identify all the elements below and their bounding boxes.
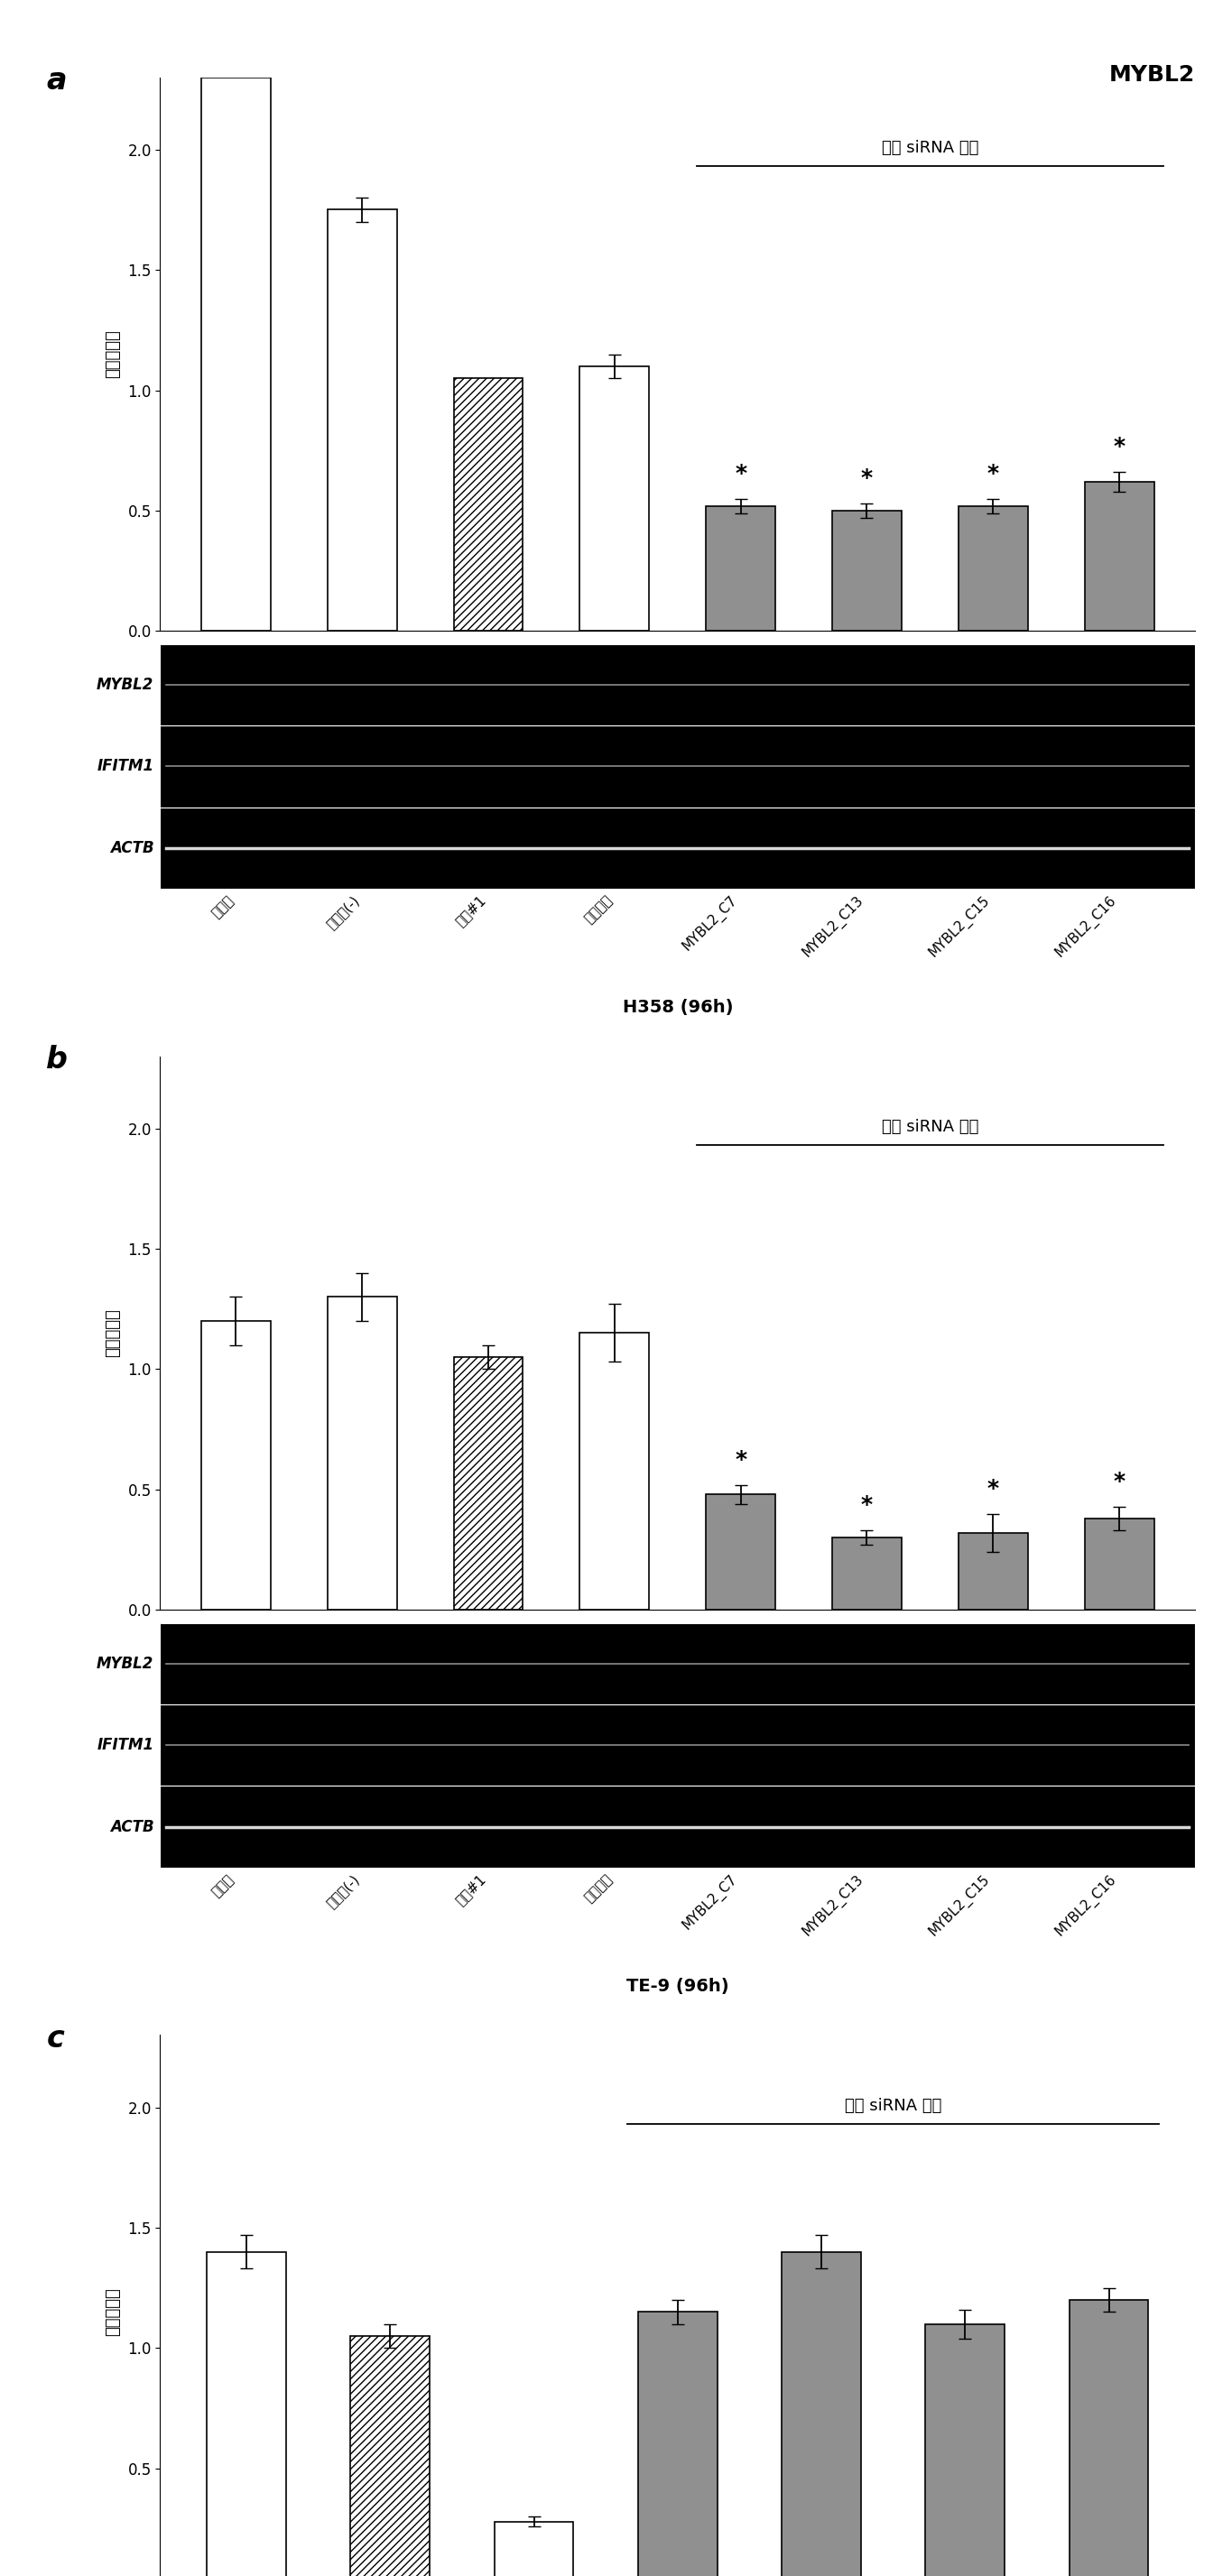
Bar [580, 1334, 649, 1610]
Bar [1069, 2300, 1148, 2576]
Y-axis label: 相对增殖値: 相对增殖値 [105, 2287, 121, 2336]
Text: 定制 siRNA 序列: 定制 siRNA 序列 [882, 139, 978, 157]
Bar [160, 1623, 1195, 1705]
Bar [160, 1785, 1195, 1868]
Bar [160, 726, 1195, 806]
Text: MYBL2: MYBL2 [96, 677, 154, 693]
Text: c: c [47, 2025, 64, 2053]
Bar [832, 510, 902, 631]
Bar [328, 209, 397, 631]
Text: H358 (96h): H358 (96h) [622, 999, 733, 1015]
Text: *: * [987, 464, 999, 484]
Bar [925, 2324, 1004, 2576]
Bar [160, 644, 1195, 726]
Y-axis label: 相对增殖値: 相对增殖値 [105, 330, 121, 379]
Bar [706, 505, 775, 631]
Bar [1084, 1517, 1154, 1610]
Text: *: * [861, 1494, 872, 1517]
Bar [958, 1533, 1027, 1610]
Bar [638, 2313, 717, 2576]
Text: ACTB: ACTB [110, 840, 154, 855]
Text: *: * [734, 464, 747, 484]
Bar [706, 1494, 775, 1610]
Text: *: * [1114, 435, 1125, 459]
Text: ACTB: ACTB [110, 1819, 154, 1834]
Y-axis label: 相对增殖値: 相对增殖値 [105, 1309, 121, 1358]
Text: *: * [987, 1479, 999, 1499]
Text: a: a [47, 67, 67, 95]
Text: 定制 siRNA 序列: 定制 siRNA 序列 [845, 2097, 941, 2115]
Text: IFITM1: IFITM1 [97, 757, 154, 775]
Text: b: b [47, 1046, 68, 1074]
Bar [958, 505, 1027, 631]
Text: *: * [1114, 1471, 1125, 1492]
Text: MYBL2: MYBL2 [1109, 64, 1195, 85]
Bar [1084, 482, 1154, 631]
Bar [160, 1705, 1195, 1785]
Bar [328, 1296, 397, 1610]
Text: *: * [861, 466, 872, 489]
Text: *: * [734, 1448, 747, 1471]
Bar [453, 1358, 524, 1610]
Bar [494, 2522, 573, 2576]
Text: 定制 siRNA 序列: 定制 siRNA 序列 [882, 1118, 978, 1136]
Bar [782, 2251, 861, 2576]
Bar [580, 366, 649, 631]
Text: MYBL2: MYBL2 [96, 1656, 154, 1672]
Bar [832, 1538, 902, 1610]
Text: IFITM1: IFITM1 [97, 1736, 154, 1754]
Bar [351, 2336, 430, 2576]
Bar [453, 379, 524, 631]
Bar [201, 1321, 271, 1610]
Bar [160, 806, 1195, 889]
Text: TE-9 (96h): TE-9 (96h) [626, 1978, 729, 1994]
Bar [207, 2251, 286, 2576]
Bar [201, 77, 271, 631]
